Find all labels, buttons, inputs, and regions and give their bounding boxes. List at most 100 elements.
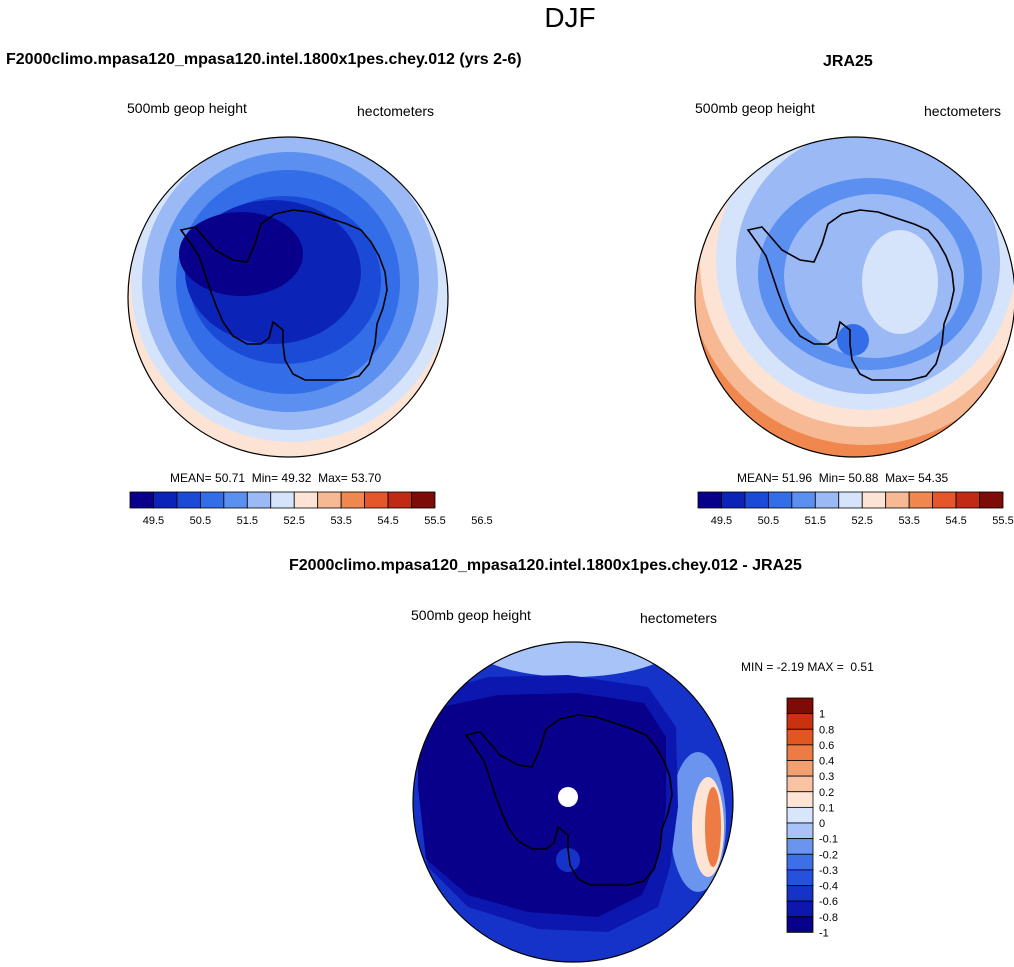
model-colorbar-tick-label: 55.5 — [424, 515, 445, 527]
model-colorbar-tick-label: 49.5 — [143, 515, 164, 527]
obs-colorbar-tick-label: 51.5 — [805, 515, 826, 527]
diff-colorbar-swatch — [786, 900, 814, 918]
obs-colorbar-swatch — [721, 491, 746, 509]
diff-colorbar-tick-label: 0.6 — [819, 740, 834, 752]
model-colorbar-swatch — [387, 491, 412, 509]
model-colorbar-tick-label: 50.5 — [190, 515, 211, 527]
obs-colorbar-swatch — [814, 491, 840, 509]
diff-colorbar: 1 0.8 0.6 0.4 0.3 0.2 0.1 0 -0.1 -0.2 -0.3 -0.4 -0.6… — [786, 697, 838, 939]
obs-colorbar-tick-label: 50.5 — [758, 515, 779, 527]
model-colorbar-swatch — [293, 491, 319, 509]
diff-colorbar-swatch — [786, 791, 814, 808]
antarctica-coastline — [746, 209, 955, 381]
model-colorbar-swatch — [246, 491, 272, 509]
diff-variable-label: 500mb geop height — [411, 607, 531, 623]
contour-band — [705, 787, 721, 867]
obs-colorbar-tick-label: 49.5 — [711, 515, 732, 527]
diff-panel-title: F2000climo.mpasa120_mpasa120.intel.1800x… — [289, 557, 802, 574]
model-colorbar-tick-label: 54.5 — [377, 515, 398, 527]
obs-colorbar-swatch — [979, 491, 1004, 509]
obs-colorbar-tick-label: 55.5 — [992, 515, 1013, 527]
contour-band — [837, 324, 869, 356]
diff-colorbar-swatch — [786, 838, 814, 855]
diff-colorbar-tick-label: -0.3 — [819, 865, 838, 877]
obs-polar-map — [694, 136, 1014, 458]
diff-colorbar-tick-label: 0.4 — [819, 756, 834, 768]
contour-band — [418, 693, 666, 917]
model-stats: MEAN= 50.71 Min= 49.32 Max= 53.70 — [170, 471, 382, 485]
contour-band — [862, 230, 938, 334]
obs-colorbar-swatch — [861, 491, 887, 509]
map-border — [694, 136, 1014, 458]
model-colorbar-swatch — [317, 491, 342, 509]
obs-variable-label: 500mb geop height — [695, 100, 815, 116]
diff-colorbar-swatch — [786, 775, 814, 793]
model-colorbar-tick-label: 52.5 — [284, 515, 305, 527]
model-colorbar-swatch — [411, 491, 436, 509]
diff-colorbar-tick-label: -0.6 — [819, 896, 838, 908]
obs-colorbar-swatch — [908, 491, 934, 509]
obs-stats: MEAN= 51.96 Min= 50.88 Max= 54.35 — [737, 471, 949, 485]
model-unit-label: hectometers — [357, 103, 435, 119]
diff-colorbar-tick-label: 0 — [819, 818, 825, 830]
diff-colorbar-swatch — [786, 713, 814, 730]
diff-polar-map — [412, 641, 734, 963]
diff-colorbar-tick-label: -0.8 — [819, 912, 838, 924]
diff-colorbar-swatch — [786, 869, 814, 886]
obs-colorbar-swatch — [885, 491, 910, 509]
antarctica-coastline — [464, 714, 673, 886]
obs-colorbar-swatch — [791, 491, 816, 509]
model-colorbar-swatch — [153, 491, 178, 509]
diff-stats: MIN = -2.19 MAX = 0.51 — [741, 660, 874, 674]
obs-colorbar-swatch — [744, 491, 769, 509]
diff-colorbar-swatch — [786, 697, 814, 715]
diff-colorbar-tick-label: 0.3 — [819, 771, 834, 783]
diff-colorbar-tick-label: -0.4 — [819, 881, 838, 893]
obs-colorbar: 49.550.551.552.553.554.555.556.5 — [697, 491, 1014, 527]
diff-colorbar-swatch — [786, 822, 814, 840]
diff-unit-label: hectometers — [640, 610, 718, 626]
model-colorbar-tick-label: 53.5 — [330, 515, 351, 527]
page-title: DJF — [544, 2, 596, 33]
obs-colorbar-tick-label: 54.5 — [945, 515, 966, 527]
obs-colorbar-swatch — [838, 491, 863, 509]
diff-colorbar-swatch — [786, 728, 814, 746]
model-colorbar-swatch — [223, 491, 248, 509]
model-colorbar-tick-label: 51.5 — [237, 515, 258, 527]
diff-colorbar-tick-label: -0.1 — [819, 834, 838, 846]
diff-colorbar-tick-label: 0.1 — [819, 802, 834, 814]
model-polar-map — [127, 136, 449, 458]
model-panel-title: F2000climo.mpasa120_mpasa120.intel.1800x… — [6, 51, 522, 68]
diff-colorbar-swatch — [786, 806, 814, 824]
model-colorbar-swatch — [270, 491, 295, 509]
diff-colorbar-swatch — [786, 853, 814, 871]
obs-colorbar-tick-label: 52.5 — [852, 515, 873, 527]
obs-panel-title: JRA25 — [823, 53, 873, 70]
model-colorbar-swatch — [176, 491, 201, 509]
obs-colorbar-tick-label: 53.5 — [898, 515, 919, 527]
diff-colorbar-swatch — [786, 916, 814, 933]
obs-unit-label: hectometers — [924, 103, 1002, 119]
model-colorbar-swatch — [340, 491, 366, 509]
diff-colorbar-tick-label: 0.8 — [819, 724, 834, 736]
obs-colorbar-swatch — [767, 491, 793, 509]
diff-colorbar-tick-label: 0.2 — [819, 787, 834, 799]
diff-colorbar-tick-label: 1 — [819, 709, 825, 721]
map-border — [127, 136, 449, 458]
contour-band — [556, 848, 580, 872]
pole-hole — [558, 787, 578, 807]
model-colorbar-tick-label: 56.5 — [471, 515, 492, 527]
model-colorbar-swatch — [199, 491, 225, 509]
diff-colorbar-swatch — [786, 885, 814, 902]
model-variable-label: 500mb geop height — [127, 100, 247, 116]
obs-colorbar-swatch — [932, 491, 957, 509]
obs-colorbar-swatch — [697, 491, 722, 509]
model-colorbar-swatch — [364, 491, 389, 509]
contour-band — [463, 642, 683, 677]
diff-colorbar-tick-label: -1 — [819, 927, 829, 939]
model-colorbar: 49.5 50.5 51.5 52.5 53.5 54.5 55.5 56.5 — [129, 491, 493, 527]
diff-colorbar-swatch — [786, 760, 814, 777]
obs-colorbar-swatch — [955, 491, 980, 509]
model-colorbar-swatch — [129, 491, 154, 509]
diff-colorbar-tick-label: -0.2 — [819, 849, 838, 861]
